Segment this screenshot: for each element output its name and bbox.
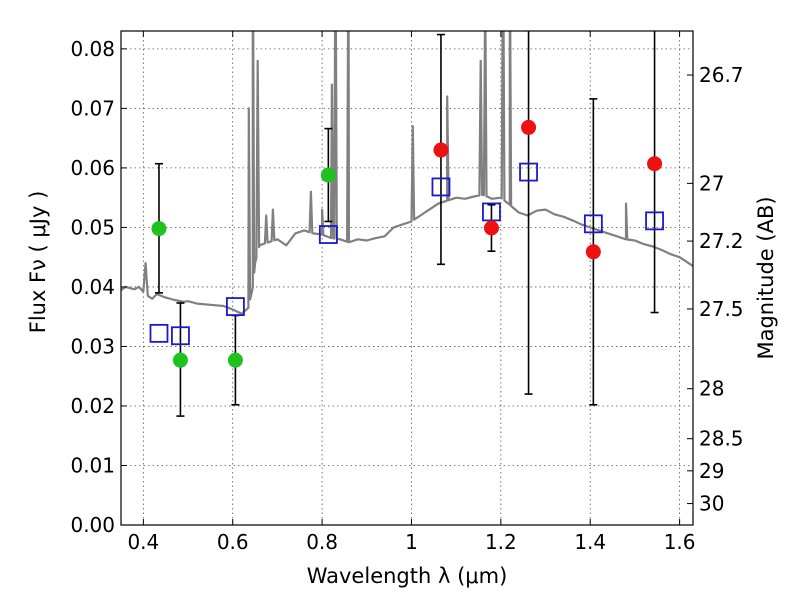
y-tick-label: 0.08 xyxy=(70,37,115,61)
observed-flux-point xyxy=(521,119,537,135)
y-tick-label: 0.02 xyxy=(70,394,115,418)
y2-tick-label: 26.7 xyxy=(699,63,744,87)
observed-flux-point xyxy=(320,167,336,183)
observed-flux-point xyxy=(227,352,243,368)
y-tick-label: 0.04 xyxy=(70,275,115,299)
x-axis-label: Wavelength λ (μm) xyxy=(307,564,508,588)
y-tick-label: 0.00 xyxy=(70,513,115,537)
y-tick-label: 0.01 xyxy=(70,453,115,477)
y-axis-label: Flux Fν ( μJy ) xyxy=(26,191,50,334)
y-axis-left: 0.00 0.01 0.02 0.03 0.04 0.05 0.06 0.07 0.08 xyxy=(70,37,127,537)
x-tick-label: 0.6 xyxy=(217,530,249,554)
y2-tick-label: 30 xyxy=(699,492,724,516)
x-tick-label: 1 xyxy=(405,530,418,554)
x-tick-label: 0.8 xyxy=(306,530,338,554)
observed-flux-point xyxy=(172,352,188,368)
x-tick-label: 0.4 xyxy=(127,530,159,554)
y2-tick-label: 29 xyxy=(699,459,724,483)
y2-tick-label: 28.5 xyxy=(699,427,744,451)
model-photometry-square xyxy=(482,202,501,222)
y-axis-right: 26.7 27 27.2 27.5 28 28.5 29 30 xyxy=(687,63,744,516)
model-photometry-square xyxy=(225,297,245,316)
y2-tick-label: 27.2 xyxy=(699,229,744,253)
model-photometry-square xyxy=(583,214,603,234)
x-axis: 0.4 0.6 0.8 1 1.2 1.4 1.6 xyxy=(127,31,696,554)
model-photometry-square xyxy=(171,326,190,346)
x-tick-label: 1.4 xyxy=(574,530,606,554)
model-photometry-square xyxy=(519,162,538,182)
y2-axis-label: Magnitude (AB) xyxy=(754,196,778,359)
y2-tick-label: 27.5 xyxy=(699,297,744,321)
observed-flux-point xyxy=(151,221,167,237)
data-points xyxy=(149,31,664,417)
plot-background xyxy=(121,31,693,525)
plot-frame xyxy=(120,30,694,526)
y-tick-label: 0.03 xyxy=(70,334,115,358)
y2-tick-label: 27 xyxy=(699,171,724,195)
observed-flux-point xyxy=(433,142,449,158)
y-tick-label: 0.06 xyxy=(70,156,115,180)
model-photometry-square xyxy=(149,323,169,343)
y-tick-label: 0.07 xyxy=(70,96,115,120)
x-tick-label: 1.6 xyxy=(664,530,696,554)
x-tick-label: 1.2 xyxy=(485,530,517,554)
y2-tick-label: 28 xyxy=(699,377,724,401)
model-photometry-square xyxy=(431,177,451,197)
observed-flux-point xyxy=(585,244,601,260)
observed-flux-point xyxy=(483,220,499,236)
model-photometry-square xyxy=(318,225,338,244)
model-photometry-square xyxy=(645,211,664,231)
observed-flux-point xyxy=(647,156,663,172)
y-tick-label: 0.05 xyxy=(70,215,115,239)
